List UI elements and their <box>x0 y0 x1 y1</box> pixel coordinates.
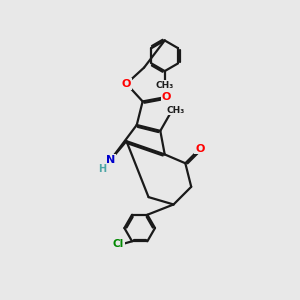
Text: O: O <box>195 143 205 154</box>
Text: O: O <box>122 79 131 89</box>
Text: O: O <box>161 92 171 102</box>
Text: N: N <box>106 155 115 165</box>
Text: H: H <box>98 164 106 174</box>
Text: CH₃: CH₃ <box>167 106 185 115</box>
Text: CH₃: CH₃ <box>156 81 174 90</box>
Text: Cl: Cl <box>112 239 124 249</box>
